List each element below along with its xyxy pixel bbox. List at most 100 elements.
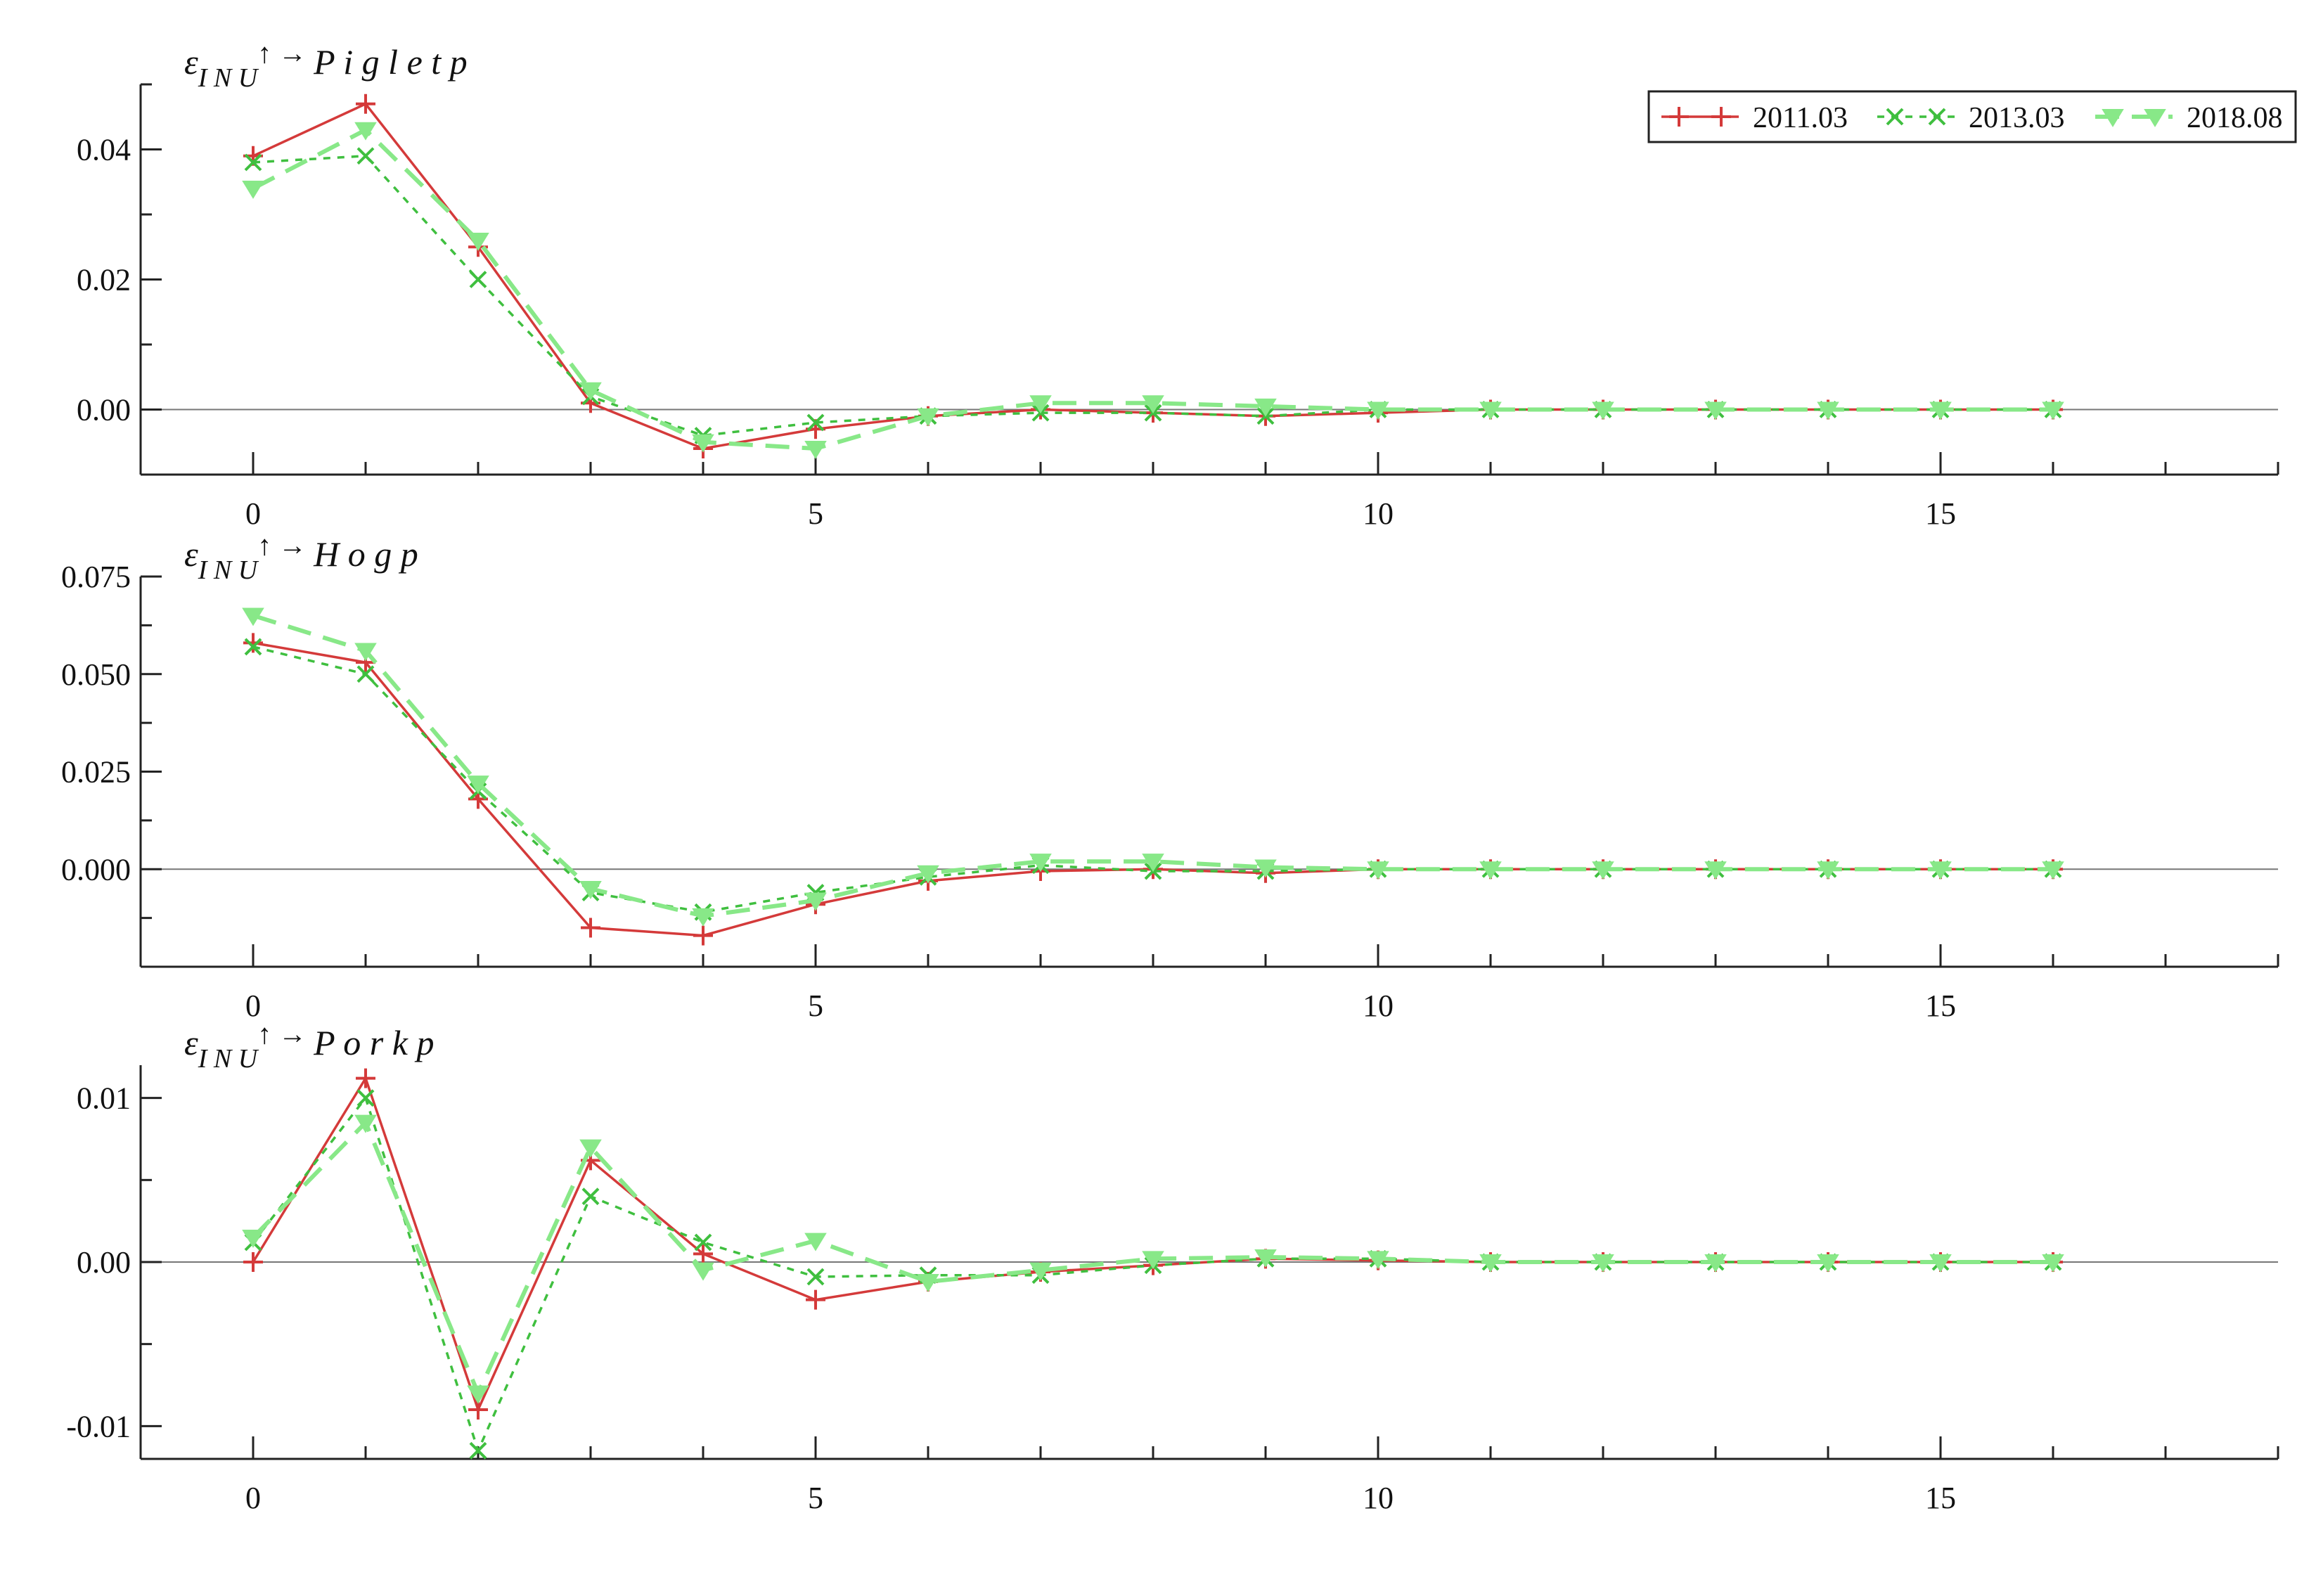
title-epsilon: ε bbox=[184, 42, 198, 82]
x-tick-label: 5 bbox=[808, 989, 823, 1023]
data-point bbox=[1367, 1251, 1389, 1270]
x-tick-label: 15 bbox=[1925, 496, 1956, 531]
data-point bbox=[1029, 854, 1052, 873]
data-point bbox=[354, 1114, 377, 1133]
x-tick-label: 10 bbox=[1363, 496, 1394, 531]
data-point bbox=[917, 1274, 939, 1292]
data-point bbox=[1592, 1254, 1614, 1273]
data-point bbox=[692, 908, 714, 927]
title-arrow: ↑ → bbox=[257, 37, 307, 69]
y-tick-label: 0.025 bbox=[61, 755, 131, 790]
data-point bbox=[579, 1139, 602, 1158]
data-point bbox=[1592, 861, 1614, 880]
series-3 bbox=[242, 607, 2064, 927]
data-point bbox=[356, 94, 375, 114]
data-point bbox=[1254, 398, 1277, 417]
x-tick-label: 5 bbox=[808, 496, 823, 531]
data-point bbox=[1029, 395, 1052, 414]
x-tick-label: 15 bbox=[1925, 1481, 1956, 1515]
data-point bbox=[1254, 1249, 1277, 1268]
y-tick-label: 0.050 bbox=[61, 657, 131, 692]
x-tick-label: 5 bbox=[808, 1481, 823, 1515]
data-point bbox=[356, 147, 375, 165]
title-subscript: I N U bbox=[198, 555, 259, 585]
panel-3: 0 5 10 15 -0.01 0.00 0.01 εI N U↑ → P o r k p bbox=[66, 1018, 2279, 1515]
data-point bbox=[469, 1441, 487, 1460]
data-point bbox=[806, 413, 825, 432]
legend-marker bbox=[1886, 108, 1904, 126]
title-variable: P o r k p bbox=[313, 1023, 434, 1062]
data-point bbox=[243, 633, 263, 653]
data-point bbox=[1929, 401, 1952, 420]
data-point bbox=[1367, 401, 1389, 420]
data-point bbox=[694, 1233, 712, 1251]
data-point bbox=[1254, 859, 1277, 878]
panel-1: 0 5 10 15 0.00 0.02 0.04 εI N U↑ → P i g l e t p bbox=[77, 37, 2279, 531]
y-tick-label: 0.000 bbox=[61, 852, 131, 887]
legend-label: 2018.08 bbox=[2187, 102, 2283, 134]
data-point bbox=[917, 408, 939, 427]
series-3 bbox=[242, 122, 2064, 459]
legend-marker bbox=[2102, 109, 2124, 127]
y-tick-label: 0.075 bbox=[61, 560, 131, 594]
data-point bbox=[1367, 861, 1389, 880]
title-epsilon: ε bbox=[184, 1023, 198, 1062]
data-point bbox=[356, 665, 375, 683]
data-point bbox=[917, 865, 939, 884]
title-variable: H o g p bbox=[313, 534, 418, 574]
data-point bbox=[1479, 861, 1502, 880]
legend-item-2: 2013.03 bbox=[1877, 102, 2065, 134]
x-tick-label: 10 bbox=[1363, 989, 1394, 1023]
data-point bbox=[242, 181, 264, 199]
legend-label: 2013.03 bbox=[1969, 102, 2065, 134]
y-tick-label: 0.00 bbox=[77, 393, 131, 427]
panel-title: εI N U↑ → H o g p bbox=[184, 529, 418, 585]
x-tick-label: 10 bbox=[1363, 1481, 1394, 1515]
y-tick-label: 0.00 bbox=[77, 1245, 131, 1280]
data-point bbox=[1142, 395, 1164, 414]
data-point bbox=[467, 776, 489, 794]
data-point bbox=[354, 122, 377, 141]
y-tick-label: 0.04 bbox=[77, 133, 131, 167]
data-point bbox=[806, 1289, 825, 1310]
title-variable: P i g l e t p bbox=[313, 42, 468, 82]
data-point bbox=[806, 1268, 825, 1286]
series-3 bbox=[242, 1114, 2064, 1404]
legend-item-1: 2011.03 bbox=[1661, 102, 1848, 134]
x-tick-label: 0 bbox=[245, 989, 261, 1023]
legend: 2011.03 2013.03 2018.08 bbox=[1647, 90, 2297, 143]
panel-2: 0 5 10 15 0.000 0.025 0.050 0.075 εI N U↑ → H o g… bbox=[61, 529, 2279, 1023]
data-point bbox=[1704, 861, 1727, 880]
data-point bbox=[2042, 401, 2064, 420]
data-point bbox=[581, 918, 600, 938]
panel-title: εI N U↑ → P i g l e t p bbox=[184, 37, 468, 93]
series-line bbox=[252, 613, 2053, 918]
title-subscript: I N U bbox=[198, 63, 259, 93]
data-point bbox=[243, 1252, 263, 1272]
data-point bbox=[693, 925, 713, 946]
data-point bbox=[469, 271, 487, 288]
title-arrow: ↑ → bbox=[257, 529, 307, 561]
data-point bbox=[1142, 854, 1164, 873]
data-point bbox=[467, 233, 489, 251]
data-point bbox=[1592, 401, 1614, 420]
legend-item-3: 2018.08 bbox=[2095, 102, 2283, 134]
data-point bbox=[692, 1262, 714, 1281]
series-line bbox=[252, 1075, 2053, 1413]
data-point bbox=[1817, 401, 1839, 420]
legend-marker bbox=[1669, 107, 1689, 127]
legend-label: 2011.03 bbox=[1753, 102, 1848, 134]
data-point bbox=[1817, 1254, 1839, 1273]
y-tick-label: 0.01 bbox=[77, 1081, 131, 1116]
data-point bbox=[356, 1089, 375, 1107]
data-point bbox=[1929, 1254, 1952, 1273]
data-point bbox=[242, 607, 264, 626]
data-point bbox=[356, 1068, 375, 1088]
data-point bbox=[1704, 1254, 1727, 1273]
data-point bbox=[354, 643, 377, 662]
data-point bbox=[244, 153, 262, 172]
x-tick-label: 0 bbox=[245, 1481, 261, 1515]
x-tick-label: 0 bbox=[245, 496, 261, 531]
data-point bbox=[2042, 1254, 2064, 1273]
